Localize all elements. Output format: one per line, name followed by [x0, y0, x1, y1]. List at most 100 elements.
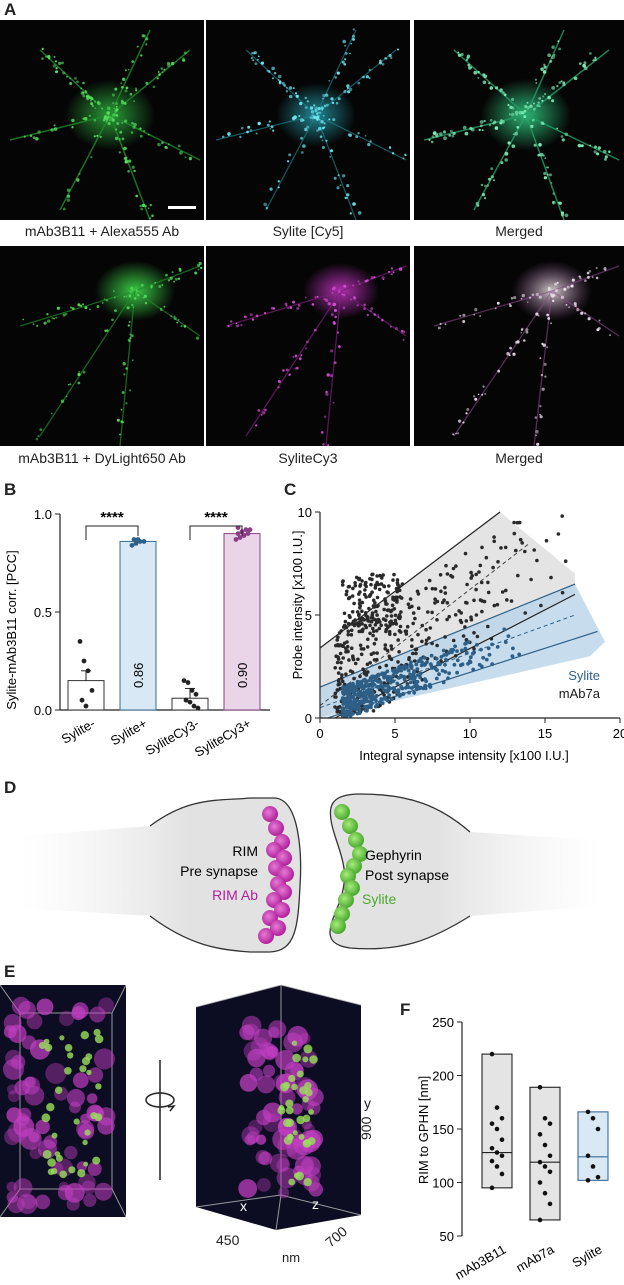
puncta [174, 277, 178, 281]
puncta [595, 276, 599, 280]
chart-f-boxes: mAb3B11 mAb7a Sylite [452, 1051, 609, 1283]
puncta [114, 109, 118, 113]
mab7a-point [358, 643, 363, 648]
mab7a-point [370, 613, 374, 617]
puncta [135, 290, 139, 293]
mab7a-point [376, 582, 381, 587]
rim-localization [86, 1093, 98, 1104]
puncta [363, 303, 366, 307]
chart-f-category-label: Sylite [569, 1242, 604, 1271]
puncta [114, 309, 117, 312]
sylite-localization [93, 1028, 101, 1037]
mab7a-point [361, 647, 366, 651]
puncta [362, 75, 365, 79]
puncta [353, 296, 356, 299]
sylite-point [385, 678, 390, 683]
mab7a-point [393, 613, 398, 618]
chart-c-xtick-label: 15 [538, 726, 552, 741]
chart-b-bracket [85, 525, 139, 540]
puncta [476, 204, 480, 207]
mab7a-point [356, 657, 360, 662]
puncta [350, 298, 352, 301]
puncta [128, 320, 131, 323]
sylite-point [374, 678, 379, 683]
puncta [239, 135, 242, 139]
puncta [23, 135, 26, 138]
puncta [309, 116, 313, 119]
puncta [557, 40, 560, 43]
mab7a-point [492, 535, 496, 539]
sylite-point [428, 682, 432, 687]
puncta [542, 95, 545, 98]
puncta [545, 166, 548, 169]
mab7a-point [461, 634, 466, 638]
puncta [96, 134, 99, 137]
mab7a-point [480, 609, 484, 614]
sylite-localization [285, 1099, 294, 1108]
mab7a-point [469, 570, 473, 575]
chart-b-bracket [189, 525, 243, 540]
puncta [329, 374, 334, 378]
mab7a-point [342, 611, 347, 616]
puncta [121, 137, 125, 141]
puncta [240, 323, 243, 327]
rim-localization [26, 1013, 43, 1030]
puncta [110, 116, 114, 120]
mab7a-point [335, 688, 340, 692]
sylite-point [396, 669, 400, 673]
puncta [516, 126, 519, 129]
mab7a-point [335, 660, 340, 665]
puncta [333, 361, 337, 365]
puncta [346, 193, 350, 197]
puncta [292, 300, 296, 304]
post-synapse-label: Post synapse [365, 867, 449, 883]
puncta [133, 122, 137, 127]
puncta [106, 329, 109, 332]
puncta [194, 271, 198, 275]
mab7a-point [335, 707, 339, 711]
chart-c-ytick-label: 5 [305, 608, 312, 623]
sylite-point [411, 671, 416, 676]
mab7a-point [385, 608, 390, 613]
puncta [149, 203, 152, 207]
sylite-point [460, 662, 465, 667]
mab7a-point [361, 667, 365, 671]
chart-b-point [189, 688, 195, 693]
puncta [501, 120, 505, 124]
puncta [53, 127, 58, 131]
puncta [158, 73, 161, 76]
sylite-point [517, 652, 522, 657]
puncta [61, 61, 64, 65]
puncta [264, 408, 267, 412]
chart-b-point [77, 639, 83, 644]
puncta [325, 103, 329, 107]
puncta [538, 295, 542, 299]
puncta [78, 371, 80, 373]
mab7a-point [346, 629, 351, 634]
puncta [115, 113, 119, 117]
mab7a-point [400, 582, 405, 586]
puncta [544, 93, 547, 96]
chart-f-point [489, 1185, 495, 1191]
puncta [77, 372, 81, 377]
chart-f-point [537, 1132, 543, 1137]
sylite-point [495, 645, 500, 649]
sylite-localization [82, 1139, 88, 1146]
puncta [132, 306, 135, 308]
mab7a-point [512, 531, 517, 536]
puncta [508, 354, 511, 357]
puncta [565, 304, 568, 306]
puncta [349, 52, 351, 55]
puncta [58, 61, 62, 65]
mab7a-point [381, 573, 385, 577]
puncta [596, 152, 600, 156]
puncta [489, 119, 493, 122]
puncta [381, 63, 385, 66]
mab7a-point [343, 619, 348, 624]
puncta [196, 336, 200, 340]
puncta [273, 72, 277, 75]
puncta [390, 273, 393, 276]
puncta [346, 84, 350, 88]
puncta [304, 296, 307, 299]
puncta [535, 430, 539, 434]
